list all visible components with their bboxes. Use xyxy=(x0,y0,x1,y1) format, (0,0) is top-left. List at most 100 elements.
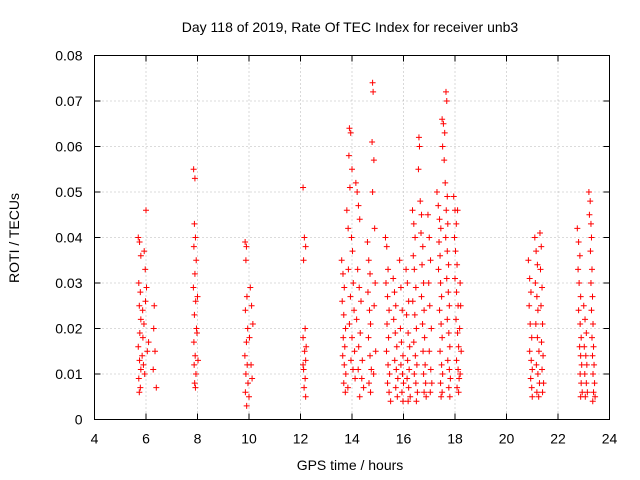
data-point xyxy=(453,289,460,296)
data-point xyxy=(369,189,376,195)
data-point xyxy=(442,179,449,186)
data-point xyxy=(528,357,535,364)
data-point xyxy=(192,298,199,305)
data-point xyxy=(410,339,417,346)
data-point xyxy=(436,216,443,223)
data-point xyxy=(397,361,404,368)
data-point xyxy=(371,225,378,232)
data-point xyxy=(350,280,357,286)
data-point xyxy=(355,343,362,350)
data-point xyxy=(394,375,401,382)
data-point xyxy=(527,375,534,382)
data-point xyxy=(445,289,452,296)
data-point xyxy=(195,357,202,364)
data-point xyxy=(391,357,398,364)
data-point xyxy=(192,384,199,391)
data-point xyxy=(137,289,144,296)
data-point xyxy=(394,393,401,400)
data-point xyxy=(534,334,541,341)
data-point xyxy=(150,366,157,373)
data-point xyxy=(538,339,545,346)
y-tick-label: 0.02 xyxy=(55,321,82,337)
data-point xyxy=(139,307,146,314)
data-point xyxy=(446,366,453,373)
data-point xyxy=(454,330,461,337)
data-point xyxy=(141,248,148,255)
data-point xyxy=(439,371,446,377)
data-point xyxy=(435,202,442,209)
data-point xyxy=(439,116,446,123)
data-point xyxy=(582,393,589,400)
data-point xyxy=(451,234,458,241)
data-point xyxy=(360,384,367,391)
data-point xyxy=(137,384,144,391)
data-point xyxy=(455,366,462,373)
data-point xyxy=(404,357,411,364)
data-point xyxy=(444,220,451,227)
data-point xyxy=(398,339,405,346)
data-point xyxy=(193,257,200,264)
data-point xyxy=(249,375,256,382)
data-point xyxy=(419,261,426,268)
data-point xyxy=(136,357,143,364)
data-point xyxy=(365,334,372,341)
data-point xyxy=(135,280,142,286)
data-point xyxy=(341,284,348,291)
data-point xyxy=(588,334,595,341)
data-point xyxy=(410,252,417,259)
data-point xyxy=(457,302,464,309)
data-point xyxy=(539,366,546,373)
data-point xyxy=(383,243,390,250)
data-point xyxy=(367,270,374,277)
data-point xyxy=(192,352,199,359)
y-tick-label: 0.03 xyxy=(55,275,82,291)
data-point xyxy=(453,316,460,323)
data-point xyxy=(456,375,463,382)
data-point xyxy=(345,225,352,232)
data-point xyxy=(136,389,143,396)
data-point xyxy=(418,229,425,236)
data-point xyxy=(368,366,375,373)
data-point xyxy=(242,371,249,377)
data-point xyxy=(338,257,345,264)
y-tick-label: 0.07 xyxy=(55,93,82,109)
data-point xyxy=(192,234,199,241)
data-point xyxy=(455,343,462,350)
data-point xyxy=(347,357,354,364)
data-point xyxy=(420,371,427,377)
data-point xyxy=(385,266,392,273)
data-point xyxy=(413,361,420,368)
data-point xyxy=(452,248,459,255)
data-point xyxy=(144,348,151,355)
data-point xyxy=(592,393,599,400)
data-point xyxy=(444,248,451,255)
data-point xyxy=(194,293,201,300)
data-point xyxy=(393,343,400,350)
data-point xyxy=(385,334,392,341)
data-point xyxy=(366,307,373,314)
data-point xyxy=(436,239,443,246)
data-point xyxy=(458,348,465,355)
data-point xyxy=(576,252,583,259)
data-point xyxy=(345,152,352,159)
data-point xyxy=(426,302,433,309)
x-tick-label: 6 xyxy=(142,431,150,447)
data-point xyxy=(428,380,435,387)
data-point xyxy=(419,243,426,250)
x-tick-label: 10 xyxy=(241,431,257,447)
data-point xyxy=(347,129,354,136)
data-point xyxy=(345,266,352,273)
data-point xyxy=(243,339,250,346)
data-point xyxy=(367,352,374,359)
data-point xyxy=(364,239,371,246)
x-tick-label: 22 xyxy=(550,431,566,447)
data-point xyxy=(582,316,589,323)
data-point xyxy=(365,257,372,264)
data-point xyxy=(300,184,307,191)
data-point xyxy=(399,352,406,359)
data-point xyxy=(242,239,249,246)
data-point xyxy=(534,307,541,314)
data-point xyxy=(575,307,582,314)
x-tick-label: 16 xyxy=(396,431,412,447)
